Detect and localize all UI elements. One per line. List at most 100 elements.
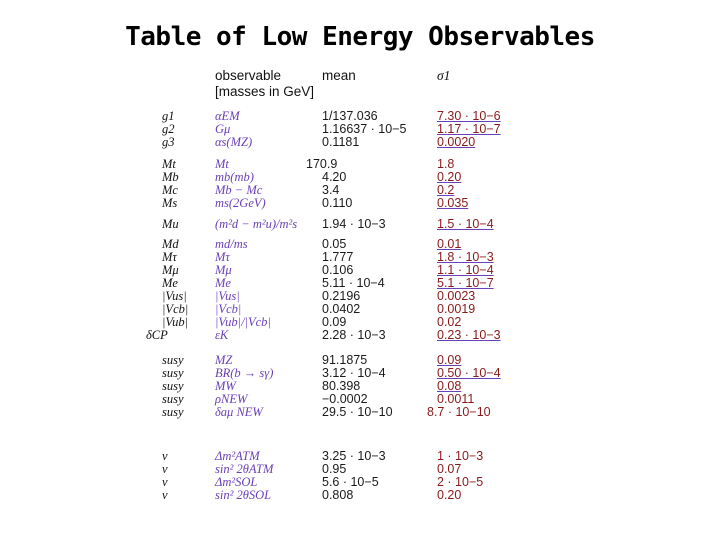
parameter-cell: susy [162,392,184,406]
mean-cell: 1/137.036 [322,109,378,123]
mean-cell: −0.0002 [322,392,368,406]
observable-cell: sin² 2θATM [215,462,274,476]
parameter-cell: g3 [162,135,175,149]
table-row: susy ρNEW −0.0002 0.0011 [130,393,530,406]
mean-cell: 170.9 [306,157,338,171]
mean-cell: 1.16637 · 10−5 [322,122,407,136]
table-row: Me Me 5.11 · 10−4 5.1 · 10−7 [130,277,530,290]
table-row: Md md/ms 0.05 0.01 [130,238,530,251]
parameter-cell: Mu [162,217,179,231]
mean-cell: 4.20 [322,170,347,184]
parameter-cell: g1 [162,109,175,123]
mean-cell: 3.25 · 10−3 [322,449,386,463]
sigma-cell: 0.50 · 10−4 [437,366,501,380]
parameter-cell: ν [162,475,168,489]
observable-cell: md/ms [215,237,248,251]
parameter-cell: δCP [146,328,168,342]
table-row: ν sin² 2θATM 0.95 0.07 [130,463,530,476]
observable-cell: mb(mb) [215,170,254,184]
observable-cell: αs(MZ) [215,135,253,149]
mean-cell: 29.5 · 10−10 [322,405,393,419]
parameter-cell: |Vus| [162,289,187,303]
table-row: |Vub| |Vub|/|Vcb| 0.09 0.02 [130,316,530,329]
table-row: Mc Mb − Mc 3.4 0.2 [130,184,530,197]
parameter-cell: Mτ [162,250,177,264]
sigma-cell: 8.7 · 10−10 [427,405,491,419]
sigma-cell: 1.1 · 10−4 [437,263,494,277]
table-row: Mu (m²d − m²u)/m²s 1.94 · 10−3 1.5 · 10−4 [130,218,530,231]
parameter-cell: Mc [162,183,178,197]
sigma-cell: 0.23 · 10−3 [437,328,501,342]
table-row: susy MZ 91.1875 0.09 [130,354,530,367]
table-row: Mμ Mμ 0.106 1.1 · 10−4 [130,264,530,277]
observable-cell: Mt [215,157,229,171]
observable-cell: ρNEW [215,392,248,406]
table-row: ν sin² 2θSOL 0.808 0.20 [130,489,530,502]
sigma-cell: 0.035 [437,196,469,210]
sigma-cell: 7.30 · 10−6 [437,109,501,123]
table-row: susy BR(b → sγ) 3.12 · 10−4 0.50 · 10−4 [130,367,530,380]
parameter-cell: susy [162,353,184,367]
sigma-cell: 0.20 [437,488,462,502]
observable-cell: Mμ [215,263,232,277]
observable-cell: Me [215,276,231,290]
header-sigma: σ1 [437,68,451,83]
mean-cell: 0.0402 [322,302,361,316]
table-row: Mt Mt 170.9 1.8 [130,158,530,171]
table-row: ν Δm²ATM 3.25 · 10−3 1 · 10−3 [130,450,530,463]
parameter-cell: susy [162,366,184,380]
header-mean: mean [322,68,356,83]
sigma-cell: 0.0019 [437,302,476,316]
header-observable: observable [215,68,282,83]
sigma-cell: 0.0020 [437,135,476,149]
table-row: |Vcb| |Vcb| 0.0402 0.0019 [130,303,530,316]
observable-cell: Mb − Mc [215,183,263,197]
mean-cell: 2.28 · 10−3 [322,328,386,342]
observable-cell: |Vus| [215,289,240,303]
sigma-cell: 0.02 [437,315,462,329]
mean-cell: 3.12 · 10−4 [322,366,386,380]
page-title: Table of Low Energy Observables [125,22,595,52]
sigma-cell: 1.8 · 10−3 [437,250,494,264]
sigma-cell: 0.08 [437,379,462,393]
sigma-cell: 0.20 [437,170,462,184]
observable-cell: Δm²SOL [215,475,258,489]
observable-cell: MZ [215,353,233,367]
observable-cell: αEM [215,109,240,123]
table-row: g3 αs(MZ) 0.1181 0.0020 [130,136,530,149]
sigma-cell: 5.1 · 10−7 [437,276,494,290]
observable-cell: Gμ [215,122,231,136]
observable-cell: |Vub|/|Vcb| [215,315,271,329]
sigma-cell: 0.09 [437,353,462,367]
mean-cell: 5.6 · 10−5 [322,475,379,489]
mean-cell: 0.110 [322,196,353,210]
mean-cell: 0.05 [322,237,347,251]
table-row: Mb mb(mb) 4.20 0.20 [130,171,530,184]
table-row: Mτ Mτ 1.777 1.8 · 10−3 [130,251,530,264]
parameter-cell: Ms [162,196,178,210]
parameter-cell: Mt [162,157,176,171]
table-row: Ms ms(2GeV) 0.110 0.035 [130,197,530,210]
observable-cell: BR(b → sγ) [215,366,274,380]
table-row: susy MW 80.398 0.08 [130,380,530,393]
table-row: ν Δm²SOL 5.6 · 10−5 2 · 10−5 [130,476,530,489]
observable-cell: Δm²ATM [215,449,260,463]
sigma-cell: 1.5 · 10−4 [437,217,494,231]
parameter-cell: Me [162,276,178,290]
table-row: δCP εK 2.28 · 10−3 0.23 · 10−3 [130,329,530,342]
header-masses: [masses in GeV] [215,84,315,99]
table-row: g2 Gμ 1.16637 · 10−5 1.17 · 10−7 [130,123,530,136]
parameter-cell: Md [162,237,179,251]
mean-cell: 0.2196 [322,289,361,303]
parameter-cell: susy [162,379,184,393]
observable-cell: Mτ [215,250,230,264]
sigma-cell: 1 · 10−3 [437,449,484,463]
sigma-cell: 0.2 [437,183,455,197]
parameter-cell: susy [162,405,184,419]
sigma-cell: 0.07 [437,462,462,476]
mean-cell: 1.94 · 10−3 [322,217,386,231]
mean-cell: 5.11 · 10−4 [322,276,385,290]
mean-cell: 0.95 [322,462,347,476]
mean-cell: 0.1181 [322,135,360,149]
sigma-cell: 1.8 [437,157,455,171]
